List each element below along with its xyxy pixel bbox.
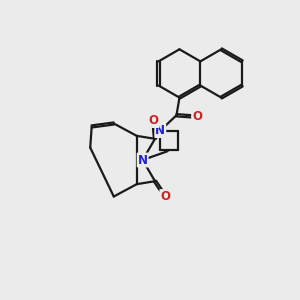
Text: O: O (192, 110, 202, 123)
Text: O: O (160, 190, 170, 203)
Text: N: N (155, 124, 165, 137)
Text: O: O (148, 114, 158, 127)
Text: N: N (138, 154, 148, 166)
